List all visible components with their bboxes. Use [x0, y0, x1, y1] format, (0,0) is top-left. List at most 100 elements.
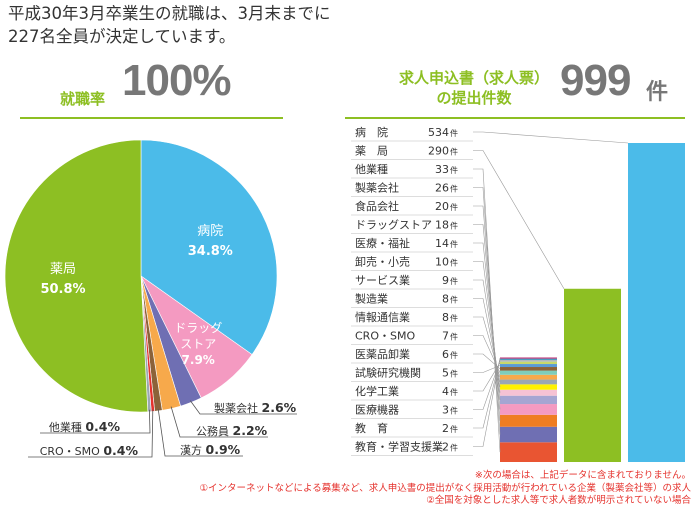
callout-value-3: 2.2% [233, 423, 268, 438]
bar-row-label-5: ドラッグストア [355, 218, 432, 232]
bar-other-segment-5 [500, 389, 557, 396]
bar-row-count-3: 26 [435, 182, 449, 195]
footnote-heading: ※次の場合は、上記データに含まれておりません。 [474, 470, 691, 481]
bar-row-count-17: 2 [442, 441, 449, 454]
employment-rate-value: 100% [122, 56, 232, 105]
bar-row-unit-3: 件 [450, 184, 458, 194]
leader-line-2 [189, 400, 297, 415]
pie-label-0-0: 病院 [197, 224, 223, 239]
bar-row-label-17: 教育・学習支援業 [355, 440, 443, 454]
bar-connector-15 [473, 360, 501, 410]
callout-value-5: 0.4% [103, 443, 138, 458]
bar-connector-13 [473, 365, 501, 373]
bar-other-segment-10 [500, 367, 557, 371]
callout-label-5: CRO・SMO [40, 445, 104, 458]
pie-slice-0 [140, 139, 278, 355]
bar-row-unit-13: 件 [450, 369, 458, 379]
bar-pharmacy [564, 288, 621, 462]
applications-label-line-2: の提出件数 [436, 89, 512, 107]
bar-other-segment-6 [500, 384, 557, 390]
bar-row-count-7: 10 [435, 256, 449, 269]
bar-connector-11 [473, 335, 501, 373]
bar-row-unit-11: 件 [450, 332, 458, 342]
bar-row-unit-9: 件 [450, 295, 458, 305]
bar-row-label-6: 医療・福祉 [355, 236, 410, 250]
bar-row-label-16: 教 育 [355, 421, 388, 435]
footnotes: ※次の場合は、上記データに含まれておりません。 ①インターネットなどによる募集な… [200, 470, 692, 508]
bar-row-label-4: 食品会社 [355, 199, 399, 213]
bar-row-unit-15: 件 [450, 406, 458, 416]
pie-label-1-1: ストア [180, 337, 216, 351]
bar-row-count-10: 8 [442, 311, 449, 324]
bar-row-label-14: 化学工業 [355, 384, 399, 398]
leader-line-4 [157, 408, 243, 457]
bar-row-unit-2: 件 [450, 165, 458, 175]
bar-row-label-2: 他業種 [355, 162, 388, 176]
bar-other-segment-9 [500, 370, 557, 375]
pie-label-0-1: 34.8% [188, 244, 233, 259]
bar-connector-8 [473, 279, 501, 388]
bar-other-segment-14 [500, 358, 557, 360]
bar-row-unit-10: 件 [450, 313, 458, 323]
headline: 平成30年3月卒業生の就職は、3月末までに 227名全員が決定しています。 [8, 2, 338, 48]
bar-row-label-12: 医薬品卸業 [355, 347, 410, 361]
callout-value-2: 2.6% [262, 400, 297, 415]
headline-line-2: 227名全員が決定しています。 [8, 27, 236, 46]
bar-row-label-7: 卸売・小売 [355, 255, 410, 269]
bar-row-count-5: 18 [435, 219, 449, 232]
applications-total-unit: 件 [646, 80, 669, 105]
bar-row-count-16: 2 [442, 422, 449, 435]
bar-other-segment-1 [500, 426, 557, 443]
bar-row-label-1: 薬 局 [355, 145, 388, 158]
bar-row-count-11: 7 [442, 330, 449, 343]
callout-label-6: 他業種 [49, 420, 86, 434]
applications-label-line-1: 求人申込書（求人票） [398, 69, 549, 87]
bar-row-label-15: 医療機器 [355, 403, 399, 417]
leader-line-3 [170, 406, 268, 438]
right-divider [345, 117, 685, 119]
bar-other-segment-11 [500, 364, 557, 368]
bar-row-label-3: 製薬会社 [355, 181, 399, 195]
bar-connector-10 [473, 316, 501, 378]
bar-row-unit-12: 件 [450, 350, 458, 360]
bar-connector-17 [473, 357, 501, 447]
applications-label: 求人申込書（求人票） の提出件数 [388, 68, 560, 108]
bar-row-count-14: 4 [442, 385, 449, 398]
bar-row-count-2: 33 [435, 163, 449, 176]
bar-other-segment-13 [500, 359, 557, 362]
bar-row-label-11: CRO・SMO [355, 330, 415, 343]
bar-row-count-15: 3 [442, 404, 449, 417]
bar-row-unit-5: 件 [450, 221, 458, 231]
left-divider [20, 117, 283, 119]
headline-line-1: 平成30年3月卒業生の就職は、3月末までに [8, 4, 331, 23]
pie-callout-4: 漢方 0.9% [180, 442, 241, 457]
bar-row-count-13: 5 [442, 367, 449, 380]
bar-row-count-9: 8 [442, 293, 449, 306]
footnote-1: ①インターネットなどによる募集など、求人申込書の提出がなく採用活動が行われている… [199, 482, 692, 494]
bar-other-segment-0 [500, 442, 557, 462]
pie-label-1-0: ドラッグ [174, 321, 222, 335]
bar-row-label-8: サービス業 [355, 274, 410, 287]
pie-label-7-0: 薬局 [50, 262, 76, 277]
bar-row-label-9: 製造業 [355, 292, 388, 306]
bar-connector-1 [473, 150, 565, 289]
callout-value-4: 0.9% [206, 442, 241, 457]
applications-total-value: 999 [560, 56, 631, 105]
bar-row-label-10: 情報通信業 [355, 311, 410, 324]
bar-row-unit-7: 件 [450, 258, 458, 268]
pie-label-1-2: 7.9% [182, 353, 215, 367]
bar-row-count-0: 534 [428, 126, 449, 139]
bar-other-segment-12 [500, 361, 557, 365]
pie-callout-6: 他業種 0.4% [49, 419, 121, 434]
bar-connector-9 [473, 298, 501, 383]
bar-row-unit-0: 件 [450, 128, 458, 138]
bar-row-unit-6: 件 [450, 239, 458, 249]
pie-callout-3: 公務員 2.2% [196, 423, 268, 438]
bar-row-unit-14: 件 [450, 387, 458, 397]
bar-row-unit-1: 件 [450, 147, 458, 157]
bar-connector-0 [473, 131, 629, 144]
bar-other-segment-7 [500, 379, 557, 385]
bar-row-unit-17: 件 [450, 443, 458, 453]
